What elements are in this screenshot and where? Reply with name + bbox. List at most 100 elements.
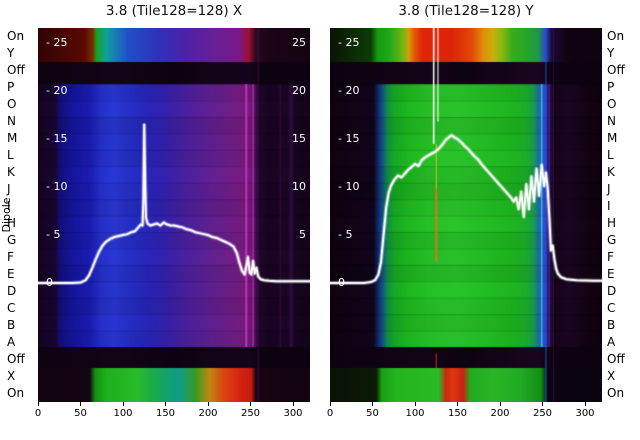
dipole-row-label-left: Off <box>7 63 25 77</box>
dipole-row-label-right: On <box>607 386 625 400</box>
panel-title-y: 3.8 (Tile128=128) Y <box>398 3 534 19</box>
x-tick-mark <box>414 402 416 406</box>
x-tick-mark <box>542 402 543 406</box>
x-tick-label: 150 <box>155 408 176 419</box>
x-tick-label: 250 <box>532 408 553 419</box>
dipole-row-label-right: Y <box>607 46 615 60</box>
x-tick-mark <box>499 402 501 406</box>
y-tick-label-left: - 15 <box>338 132 360 146</box>
x-tick-label: 250 <box>240 408 261 419</box>
dipole-row-label-left: E <box>7 267 15 281</box>
dipole-row-label-left: P <box>7 80 15 94</box>
dipole-row-label-left: B <box>7 318 16 332</box>
dipole-row-label-left: K <box>7 165 15 179</box>
dipole-row-label-right: K <box>607 165 615 179</box>
y-tick-label-left: 0 <box>338 276 345 290</box>
x-axis-left: 0 50 100 150 200 250 300 <box>34 402 310 430</box>
y-tick-label-left: 0 <box>46 276 53 290</box>
x-tick-label: 50 <box>74 408 87 419</box>
x-tick-label: 200 <box>198 408 218 419</box>
dipole-row-label-right: I <box>607 199 611 213</box>
x-tick-mark <box>165 402 166 406</box>
y-tick-label-left: - 10 <box>46 180 68 194</box>
x-tick-label: 200 <box>490 408 510 419</box>
y-tick-label-right: 25 <box>292 36 306 50</box>
dipole-row-label-left: On <box>7 29 25 43</box>
y-tick-label-right: 10 <box>292 180 306 194</box>
x-tick-mark <box>292 402 294 406</box>
dipole-row-label-right: D <box>607 284 617 298</box>
dipole-row-label-right: P <box>607 80 615 94</box>
x-tick-label: 50 <box>366 408 379 419</box>
y-tick-label-right: 5 <box>299 228 306 242</box>
dipole-row-label-left: On <box>7 386 25 400</box>
dipole-row-label-right: H <box>607 216 617 230</box>
x-tick-label: 300 <box>575 408 595 419</box>
dipole-row-label-right: J <box>607 182 611 196</box>
y-tick-label-left: - 5 <box>338 228 353 242</box>
x-tick-label: 100 <box>405 408 425 419</box>
dipole-row-label-right: L <box>607 148 614 162</box>
dipole-row-label-left: Off <box>7 352 25 366</box>
x-tick-mark <box>122 402 124 406</box>
x-tick-mark <box>250 402 251 406</box>
x-tick-mark <box>207 402 209 406</box>
dipole-row-label-right: Off <box>607 352 625 366</box>
dipole-row-label-right: A <box>607 335 616 349</box>
dipole-row-label-right: N <box>607 114 616 128</box>
y-tick-label-left: - 5 <box>46 228 61 242</box>
y-tick-label-left: - 10 <box>338 180 360 194</box>
dipole-row-label-left: G <box>7 233 17 247</box>
x-tick-mark <box>80 402 81 406</box>
y-tick-label-left: - 15 <box>46 132 68 146</box>
heatmap-canvas-x <box>38 28 310 402</box>
y-tick-label-left: - 25 <box>46 36 68 50</box>
dipole-row-label-left: I <box>7 199 11 213</box>
x-tick-mark <box>329 402 331 406</box>
dipole-row-label-left: H <box>7 216 17 230</box>
dipole-row-label-right: C <box>607 301 616 315</box>
dipole-row-label-left: X <box>7 369 16 383</box>
dipole-row-label-right: On <box>607 29 625 43</box>
y-tick-label-right: 15 <box>292 132 306 146</box>
x-tick-label: 300 <box>283 408 303 419</box>
dipole-row-label-right: G <box>607 233 617 247</box>
dipole-row-label-right: Off <box>607 63 625 77</box>
dipole-row-label-left: C <box>7 301 16 315</box>
y-tick-label-left: - 20 <box>338 84 360 98</box>
panel-title-x: 3.8 (Tile128=128) X <box>105 3 243 19</box>
dipole-row-label-right: F <box>607 250 614 264</box>
dipole-row-label-right: B <box>607 318 616 332</box>
y-tick-label-left: - 20 <box>46 84 68 98</box>
heatmap-canvas-y <box>330 28 602 402</box>
dipole-row-label-left: L <box>7 148 14 162</box>
x-tick-mark <box>37 402 39 406</box>
x-tick-label: 0 <box>34 408 42 419</box>
x-tick-mark <box>372 402 373 406</box>
dipole-row-label-left: D <box>7 284 17 298</box>
dipole-row-label-left: A <box>7 335 16 349</box>
dipole-row-label-left: J <box>7 182 11 196</box>
dipole-row-label-right: X <box>607 369 616 383</box>
dipole-row-label-left: M <box>7 131 18 145</box>
dipole-row-label-left: N <box>7 114 16 128</box>
dipole-row-label-right: M <box>607 131 618 145</box>
heatmap-panel-y: - 25 - 20 - 15 - 10 - 5 0 <box>330 28 602 402</box>
y-tick-label-right: 20 <box>292 84 306 98</box>
heatmap-panel-x: - 25 25 - 20 20 - 15 15 - 10 10 - 5 5 0 <box>38 28 310 402</box>
x-tick-label: 0 <box>326 408 334 419</box>
x-tick-label: 100 <box>113 408 133 419</box>
dipole-row-label-right: O <box>607 97 617 111</box>
dipole-row-labels-left: On Y Off P O N M L K J I H G F E D C B A Off X On <box>7 0 37 440</box>
y-tick-label-left: - 25 <box>338 36 360 50</box>
x-tick-mark <box>457 402 458 406</box>
x-tick-mark <box>584 402 586 406</box>
dipole-row-label-left: O <box>7 97 17 111</box>
x-axis-right: 0 50 100 150 200 250 300 <box>326 402 602 430</box>
dipole-row-label-left: Y <box>7 46 15 60</box>
dipole-row-label-left: F <box>7 250 14 264</box>
dipole-row-labels-right: On Y Off P O N M L K J I H G F E D C B A Off X On <box>607 0 637 440</box>
x-tick-label: 150 <box>447 408 468 419</box>
dipole-row-label-right: E <box>607 267 615 281</box>
